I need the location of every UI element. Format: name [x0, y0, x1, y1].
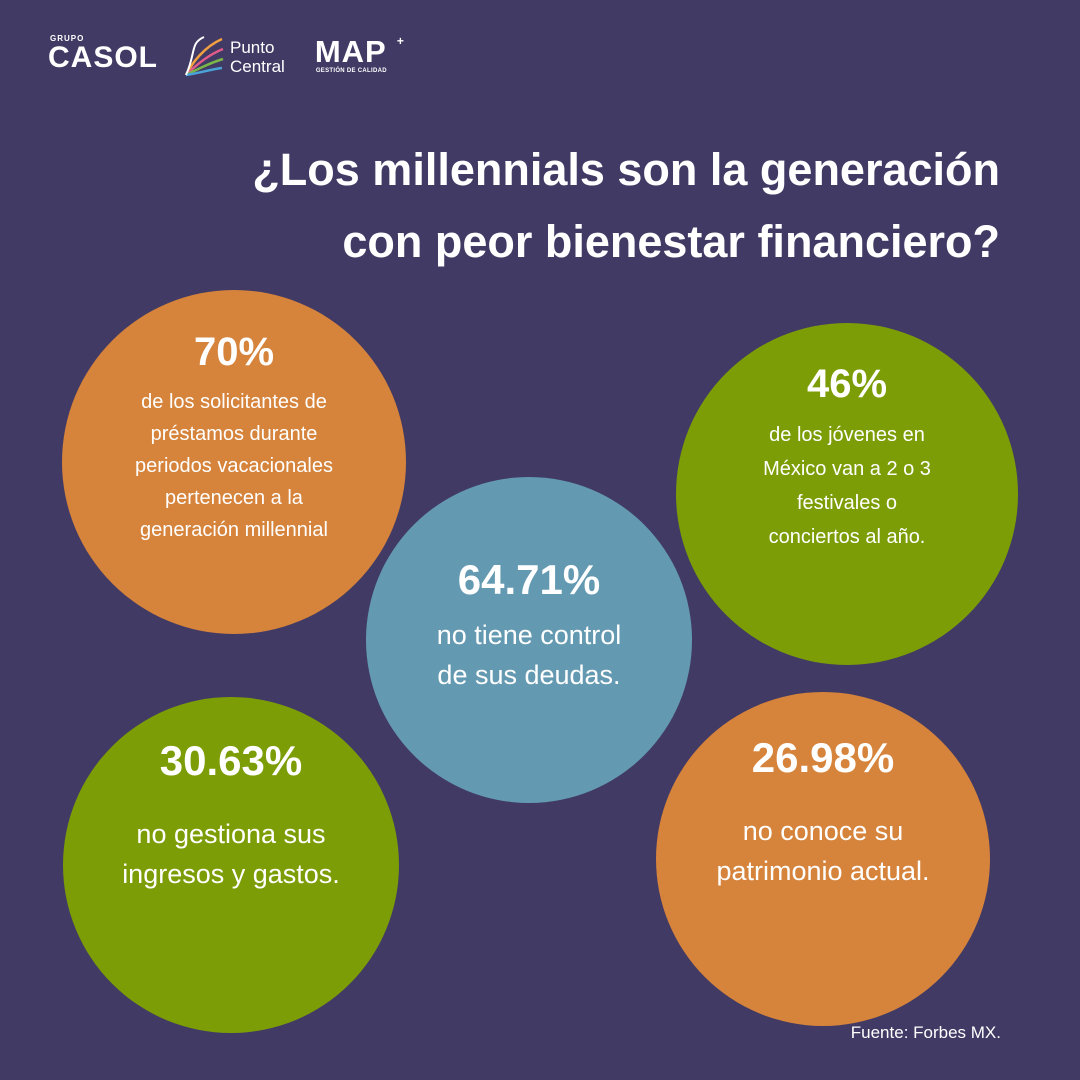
map-logo: MAP + GESTIÓN DE CALIDAD	[315, 34, 425, 80]
punto-central-logo: Punto Central	[182, 35, 285, 79]
stat-circle-income-management: 30.63% no gestiona sus ingresos y gastos…	[63, 697, 399, 1033]
map-logo-text: MAP	[314, 34, 387, 69]
logo-bar: GRUPO CASOL Punto Central MAP + GESTIÓN …	[48, 34, 425, 80]
stat-line: de sus deudas.	[437, 660, 621, 690]
source-note: Fuente: Forbes MX.	[850, 1023, 1001, 1042]
stat-line: festivales o	[796, 492, 898, 514]
stat-description: no tiene control de sus deudas.	[394, 615, 664, 695]
stat-value: 70%	[193, 330, 275, 374]
title-line: con peor bienestar financiero?	[342, 216, 1000, 267]
stat-circle-debt-control: 64.71% no tiene control de sus deudas.	[366, 477, 692, 803]
stat-value: 46%	[806, 362, 888, 406]
stat-line: patrimonio actual.	[716, 856, 930, 886]
punto-central-swoosh-icon	[184, 36, 224, 77]
stat-line: conciertos al año.	[768, 526, 926, 548]
page-title: ¿Los millennials son la generación con p…	[40, 134, 1000, 278]
map-plus-icon: +	[396, 34, 404, 48]
punto-central-text: Punto Central	[230, 38, 285, 76]
stat-line: de los jóvenes en	[769, 424, 925, 446]
stat-line: pertenecen a la	[165, 487, 303, 509]
casol-logo-text: CASOL	[48, 41, 158, 74]
stat-description: no gestiona sus ingresos y gastos.	[86, 814, 376, 894]
stat-line: no conoce su	[742, 816, 904, 846]
stat-line: no tiene control	[436, 620, 622, 650]
stat-description: de los solicitantes de préstamos durante…	[104, 386, 364, 546]
stat-description: de los jóvenes en México van a 2 o 3 fes…	[732, 418, 962, 554]
stat-line: préstamos durante	[150, 423, 318, 445]
stat-circle-net-worth: 26.98% no conoce su patrimonio actual.	[656, 692, 990, 1026]
stat-line: no gestiona sus	[136, 819, 326, 849]
stat-circle-festivals: 46% de los jóvenes en México van a 2 o 3…	[676, 323, 1018, 665]
stat-line: de los solicitantes de	[141, 391, 327, 413]
stat-line: México van a 2 o 3	[763, 458, 931, 480]
stat-value: 30.63%	[159, 737, 303, 784]
stat-value: 64.71%	[457, 556, 601, 603]
stat-description: no conoce su patrimonio actual.	[678, 811, 968, 891]
stat-circle-loan-applicants: 70% de los solicitantes de préstamos dur…	[62, 290, 406, 634]
stat-value: 26.98%	[751, 734, 895, 781]
stat-line: periodos vacacionales	[135, 455, 333, 477]
central-text-line: Central	[230, 57, 285, 76]
stat-line: ingresos y gastos.	[122, 859, 340, 889]
map-logo-subtitle: GESTIÓN DE CALIDAD	[315, 68, 387, 74]
title-line: ¿Los millennials son la generación	[252, 144, 1000, 195]
casol-logo-small-text: GRUPO	[50, 34, 85, 43]
punto-text-line: Punto	[230, 38, 275, 57]
grupo-casol-logo: GRUPO CASOL	[48, 34, 168, 80]
stat-line: generación millennial	[140, 519, 328, 541]
